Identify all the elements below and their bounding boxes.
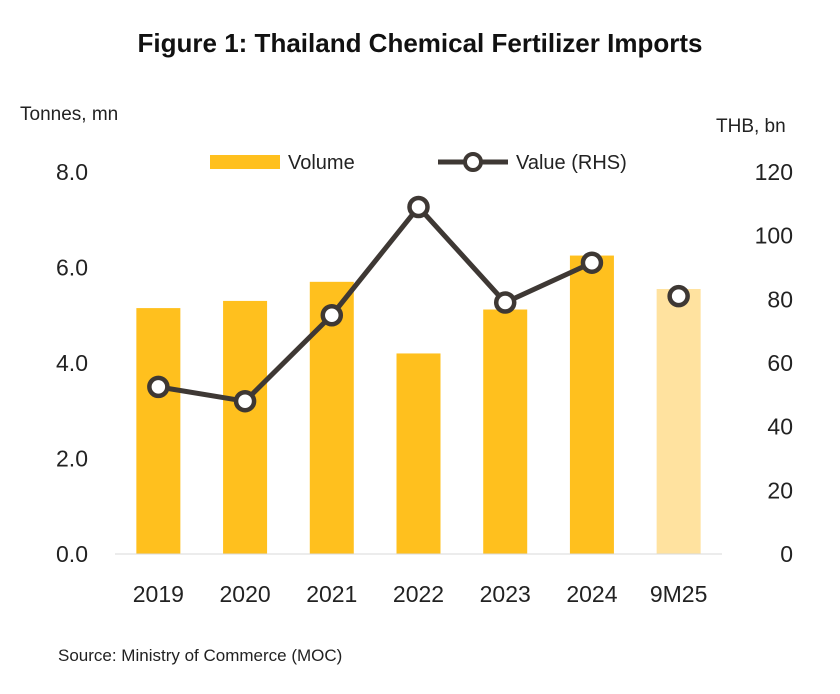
left-axis-tick-label: 6.0 <box>56 255 88 281</box>
legend-volume-swatch <box>210 155 280 169</box>
legend-value-label: Value (RHS) <box>516 152 627 174</box>
volume-bar-2019 <box>136 308 181 554</box>
x-axis-tick-label: 9M25 <box>650 581 708 607</box>
value-point-2022 <box>407 195 430 219</box>
left-axis-tick-label: 4.0 <box>56 350 88 376</box>
left-axis-unit: Tonnes, mn <box>20 104 119 125</box>
x-axis-tick-label: 2019 <box>133 581 184 607</box>
x-axis-tick-label: 2020 <box>219 581 270 607</box>
chart-plot: Volume Value (RHS) 0.0 2.0 4.0 6.0 8.0 0 20 40… <box>56 152 793 607</box>
source-note: Source: Ministry of Commerce (MOC) <box>58 646 343 665</box>
right-axis-tick-label: 80 <box>767 286 793 312</box>
legend-volume-label: Volume <box>288 152 355 174</box>
value-line <box>147 195 690 413</box>
legend: Volume Value (RHS) <box>210 152 627 174</box>
right-axis-tick-label: 20 <box>767 477 793 503</box>
left-axis-tick-label: 2.0 <box>56 446 88 472</box>
x-axis: 2019 2020 2021 2022 2023 2024 9M25 <box>133 581 708 607</box>
right-axis-unit: THB, bn <box>716 116 786 137</box>
chart-title: Figure 1: Thailand Chemical Fertilizer I… <box>137 28 703 58</box>
right-axis-tick-label: 40 <box>767 414 793 440</box>
legend-value-marker <box>463 152 483 172</box>
x-axis-tick-label: 2021 <box>306 581 357 607</box>
right-axis-tick-label: 0 <box>780 541 793 567</box>
right-axis-tick-label: 60 <box>767 350 793 376</box>
volume-bar-9m25 <box>656 288 701 554</box>
x-axis-tick-label: 2023 <box>480 581 531 607</box>
value-point-2024 <box>580 251 604 274</box>
left-axis: 0.0 2.0 4.0 6.0 8.0 <box>56 159 88 567</box>
value-line-path <box>157 204 593 404</box>
right-axis-tick-label: 120 <box>755 159 793 185</box>
volume-bar-2020 <box>223 300 268 554</box>
x-axis-tick-label: 2022 <box>393 581 444 607</box>
right-axis-tick-label: 100 <box>755 223 793 249</box>
value-point-9m25 <box>667 284 690 308</box>
volume-bar-2024 <box>569 255 614 554</box>
value-point-2020 <box>233 389 257 413</box>
value-point-2019 <box>147 375 170 399</box>
value-point-2021 <box>320 304 344 327</box>
x-axis-tick-label: 2024 <box>566 581 617 607</box>
left-axis-tick-label: 0.0 <box>56 541 88 567</box>
left-axis-tick-label: 8.0 <box>56 159 88 185</box>
volume-bars <box>136 255 701 554</box>
volume-bar-2022 <box>396 353 441 554</box>
right-axis: 0 20 40 60 80 100 120 <box>755 159 793 567</box>
value-point-2023 <box>493 291 517 314</box>
volume-bar-2023 <box>483 309 528 554</box>
